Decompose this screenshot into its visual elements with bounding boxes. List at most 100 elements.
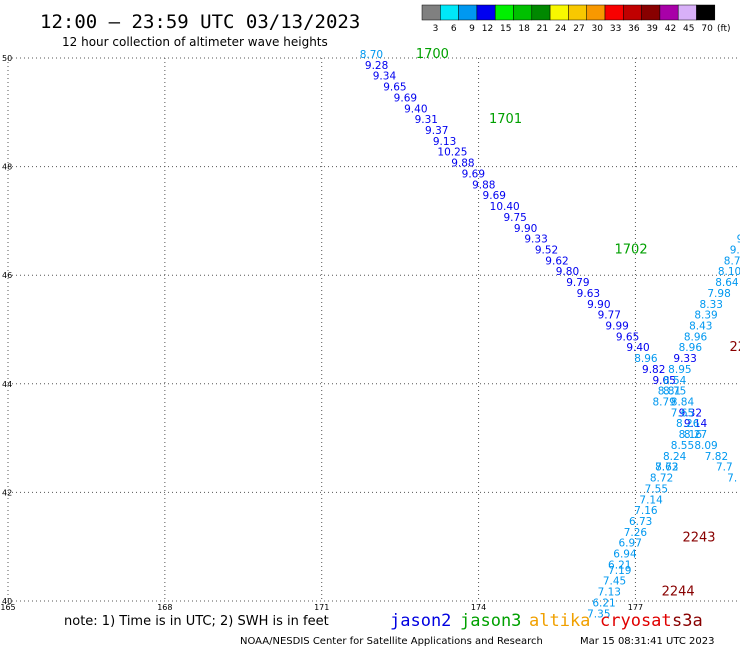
legend-tick-label: 18 [518, 24, 530, 34]
wave-height-label: 9.88 [472, 179, 495, 191]
wave-height-label: 9.63 [577, 288, 600, 300]
wave-height-label: 8.55 [671, 440, 694, 452]
wave-height-label: 10.40 [490, 201, 520, 213]
wave-height-label: 8.16 [679, 429, 703, 441]
wave-height-label: 8.43 [689, 321, 712, 333]
legend-tick-label: 39 [646, 24, 658, 34]
series-altika: 99.8.78.108.647.988.338.398.438.968.969.… [652, 234, 740, 485]
wave-height-label: 6.21 [592, 597, 615, 609]
wave-height-label: 9.65 [383, 82, 406, 94]
wave-height-label: 9 [737, 234, 740, 246]
wave-height-label: 9.90 [587, 299, 610, 311]
y-tick-label: 40 [2, 597, 12, 606]
legend-tick-label: 42 [665, 24, 676, 34]
wave-height-label: 9.90 [514, 223, 537, 235]
satellite-label-altika: altika [529, 611, 590, 631]
wave-height-label: 7.98 [707, 288, 730, 300]
wave-height-label: 9.13 [433, 136, 456, 148]
legend-swatch [586, 4, 606, 21]
legend-tick-label: 70 [701, 24, 713, 34]
wave-height-label: 6.21 [608, 559, 631, 571]
wave-height-label: 7.45 [603, 576, 626, 588]
wave-height-label: 9.14 [684, 418, 708, 430]
legend-swatch [568, 4, 587, 21]
wave-height-label: 9.34 [373, 71, 397, 83]
wave-height-label: 8.33 [700, 299, 723, 311]
wave-height-label: 8.09 [694, 440, 717, 452]
wave-height-label: 7.35 [587, 608, 610, 620]
wave-height-label: 9.99 [605, 321, 628, 333]
wave-height-label: 9.33 [673, 353, 696, 365]
legend-tick-label: 24 [555, 24, 567, 34]
wave-height-label: 9.40 [404, 103, 427, 115]
wave-height-label: 8.96 [684, 331, 708, 343]
wave-height-label: 8.81 [658, 386, 681, 398]
time-label: 2244 [730, 340, 740, 355]
x-tick-label: 174 [471, 603, 486, 612]
satellite-legend: jason2 jason3 altika cryosat s3a [390, 611, 703, 631]
series-s3a: 8.628.727.557.147.166.737.266.976.946.21… [587, 462, 678, 621]
legend-tick-label: 9 [469, 24, 475, 34]
wave-height-label: 8.95 [668, 364, 691, 376]
x-tick-label: 168 [157, 603, 172, 612]
wave-height-label: 7.55 [645, 483, 668, 495]
page-title: 12:00 – 23:59 UTC 03/13/2023 [40, 11, 360, 33]
wave-height-label: 9.69 [394, 92, 417, 104]
wave-height-label: 9.79 [566, 277, 589, 289]
x-tick-label: 171 [314, 603, 329, 612]
wave-height-label: 8.24 [663, 451, 687, 463]
legend-tick-label: 36 [628, 24, 640, 34]
legend-tick-label: 33 [610, 24, 621, 34]
satellite-label-jason2: jason2 [390, 611, 451, 631]
legend-swatch [494, 4, 514, 21]
wave-height-label: 9.69 [483, 190, 506, 202]
wave-height-label: 9.75 [503, 212, 526, 224]
wave-height-label: 8.96 [634, 353, 658, 365]
legend-swatch [531, 4, 551, 21]
legend-tick-label: 30 [592, 24, 604, 34]
wave-height-label: 9.31 [415, 114, 438, 126]
wave-height-label: 8.27 [684, 429, 707, 441]
wave-height-label: 9.77 [598, 310, 621, 322]
legend-tick-label: 27 [573, 24, 584, 34]
wave-height-label: 10.25 [437, 147, 467, 159]
wave-height-label: 8.54 [663, 375, 687, 387]
page-subtitle: 12 hour collection of altimeter wave hei… [62, 35, 328, 49]
wave-height-label: 9.40 [626, 342, 649, 354]
satellite-label-cryosat: cryosat [600, 611, 672, 631]
satellite-label-s3a: s3a [672, 611, 703, 631]
x-tick-label: 165 [0, 603, 15, 612]
time-label: 1701 [489, 112, 522, 127]
x-tick-label: 177 [628, 603, 643, 612]
y-tick-label: 50 [2, 54, 12, 63]
wave-height-label: 8.39 [694, 310, 717, 322]
wave-height-label: 8.84 [671, 397, 695, 409]
y-tick-label: 48 [2, 163, 12, 172]
time-label: 1700 [416, 47, 449, 62]
grid [7, 57, 740, 602]
color-legend: 3 6 9 12 15 18 21 24 27 30 33 36 39 42 45 70 [421, 4, 716, 34]
wave-height-label: 9.62 [545, 255, 568, 267]
legend-swatch [458, 4, 478, 21]
wave-height-label: 8.26 [676, 418, 700, 430]
wave-height-label: 8.10 [718, 266, 740, 278]
time-label: 1702 [615, 242, 648, 257]
wave-height-label: 8.75 [663, 386, 686, 398]
legend-swatch [549, 4, 569, 21]
wave-height-label: 7.26 [624, 527, 648, 539]
legend-swatch [604, 4, 624, 21]
wave-height-label: 9. [730, 244, 740, 256]
wave-height-label: 8.62 [655, 462, 678, 474]
wave-height-label: 6.73 [629, 516, 652, 528]
credit-text: NOAA/NESDIS Center for Satellite Applica… [240, 636, 543, 647]
legend-swatch [513, 4, 533, 21]
timestamp-text: Mar 15 08:31:41 UTC 2023 [580, 636, 715, 647]
legend-tick-label: 6 [451, 24, 457, 34]
wave-height-label: 9.32 [679, 407, 702, 419]
wave-height-label: 7. [727, 473, 737, 485]
legend-swatch [476, 4, 496, 21]
wave-height-label: 8.64 [715, 277, 739, 289]
wave-height-label: 7.65 [671, 407, 694, 419]
wave-height-label: 9.80 [556, 266, 579, 278]
